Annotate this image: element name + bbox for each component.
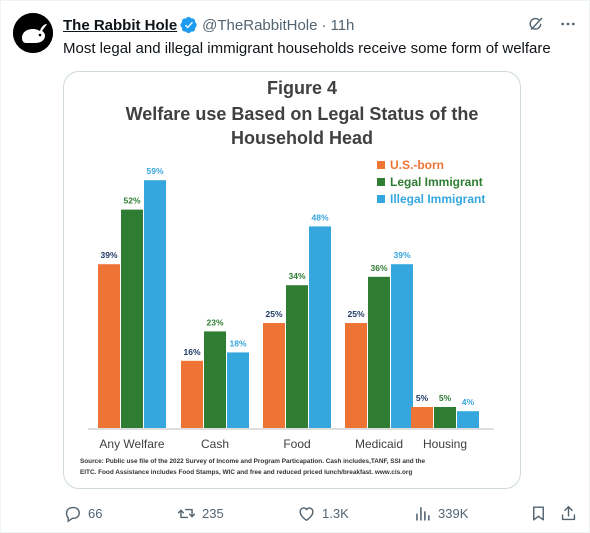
bar-value-label-0-0: 39% bbox=[100, 250, 117, 260]
views-icon bbox=[416, 506, 430, 521]
bar-value-label-4-0: 5% bbox=[416, 393, 429, 403]
separator: · bbox=[321, 16, 327, 34]
bar-0-0 bbox=[98, 264, 120, 428]
bar-value-label-3-1: 36% bbox=[370, 263, 387, 273]
more-icon[interactable] bbox=[559, 15, 577, 33]
tweet-text: Most legal and illegal immigrant househo… bbox=[63, 40, 551, 57]
x-tick-label-2: Food bbox=[283, 437, 310, 451]
bar-4-0 bbox=[411, 407, 433, 428]
timestamp[interactable]: 11h bbox=[330, 16, 355, 34]
chart-legend: U.S.-born Legal Immigrant Illegal Immigran… bbox=[377, 158, 485, 206]
bar-value-label-2-2: 48% bbox=[311, 212, 328, 222]
bar-4-2 bbox=[457, 411, 479, 428]
x-tick-label-4: Housing bbox=[423, 437, 467, 451]
bar-value-label-1-1: 23% bbox=[206, 317, 223, 327]
bookmark-button[interactable] bbox=[529, 501, 548, 525]
chart-source-line-1: Source: Public use file of the 2022 Surv… bbox=[80, 458, 426, 465]
display-name[interactable]: The Rabbit Hole bbox=[63, 16, 178, 34]
reply-count: 66 bbox=[88, 505, 103, 521]
chart-subtitle-line-2: Household Head bbox=[231, 128, 373, 148]
grok-icon[interactable] bbox=[527, 15, 545, 33]
bar-0-2 bbox=[144, 180, 166, 428]
x-tick-label-0: Any Welfare bbox=[99, 437, 164, 451]
bar-2-2 bbox=[309, 226, 331, 428]
legend-swatch-1 bbox=[377, 178, 385, 186]
like-icon bbox=[299, 506, 314, 521]
legend-swatch-0 bbox=[377, 161, 385, 169]
handle[interactable]: @TheRabbitHole bbox=[202, 16, 318, 34]
chart-bars: 39% 52% 59% 16% 23% 18% 25% 34% 48% 25% 36% 39% 5% 5%… bbox=[98, 166, 479, 428]
views-count: 339K bbox=[438, 505, 469, 521]
bar-value-label-0-1: 52% bbox=[123, 196, 140, 206]
bar-value-label-3-0: 25% bbox=[347, 309, 364, 319]
share-icon bbox=[561, 505, 576, 520]
bar-1-0 bbox=[181, 360, 203, 428]
bar-1-2 bbox=[227, 352, 249, 428]
legend-label-2: Illegal Immigrant bbox=[390, 192, 485, 206]
bar-4-1 bbox=[434, 407, 456, 428]
chart-title: Figure 4 bbox=[267, 78, 337, 98]
bar-value-label-0-2: 59% bbox=[146, 166, 163, 176]
bar-value-label-2-1: 34% bbox=[288, 271, 305, 281]
welfare-chart: Figure 4 Welfare use Based on Legal Stat… bbox=[80, 78, 494, 476]
bar-value-label-1-2: 18% bbox=[229, 338, 246, 348]
share-button[interactable] bbox=[559, 501, 578, 525]
rabbit-logo-icon bbox=[13, 13, 53, 53]
like-count: 1.3K bbox=[322, 505, 349, 521]
bookmark-icon bbox=[533, 505, 544, 521]
x-axis-labels: Any Welfare Cash Food Medicaid Housing bbox=[99, 437, 467, 451]
legend-label-0: U.S.-born bbox=[390, 158, 444, 172]
retweet-icon bbox=[177, 508, 196, 518]
avatar[interactable] bbox=[13, 13, 53, 53]
bar-2-0 bbox=[263, 323, 285, 428]
bar-1-1 bbox=[204, 331, 226, 428]
views-button[interactable]: 339K bbox=[413, 501, 468, 525]
bar-value-label-1-0: 16% bbox=[183, 347, 200, 357]
x-tick-label-1: Cash bbox=[201, 437, 229, 451]
bar-value-label-3-2: 39% bbox=[393, 250, 410, 260]
bar-value-label-4-2: 4% bbox=[462, 397, 475, 407]
bar-3-0 bbox=[345, 323, 367, 428]
bar-0-1 bbox=[121, 209, 143, 428]
reply-icon bbox=[65, 506, 80, 523]
tweet-actions: 66 235 1.3K 339K bbox=[63, 501, 579, 525]
bar-3-1 bbox=[368, 276, 390, 428]
retweet-count: 235 bbox=[202, 505, 224, 521]
bar-2-1 bbox=[286, 285, 308, 428]
x-tick-label-3: Medicaid bbox=[355, 437, 403, 451]
like-button[interactable]: 1.3K bbox=[297, 501, 349, 525]
bar-3-2 bbox=[391, 264, 413, 428]
tweet-media-chart[interactable]: Figure 4 Welfare use Based on Legal Stat… bbox=[63, 71, 521, 489]
top-actions bbox=[527, 15, 577, 33]
chart-subtitle-line-1: Welfare use Based on Legal Status of the bbox=[126, 104, 479, 124]
legend-swatch-2 bbox=[377, 195, 385, 203]
bar-value-label-2-0: 25% bbox=[265, 309, 282, 319]
verified-badge-icon[interactable] bbox=[180, 16, 198, 34]
tweet-header: The Rabbit Hole @TheRabbitHole · 11h bbox=[63, 15, 354, 35]
bar-value-label-4-1: 5% bbox=[439, 393, 452, 403]
legend-label-1: Legal Immigrant bbox=[390, 175, 483, 189]
retweet-button[interactable]: 235 bbox=[177, 501, 224, 525]
chart-source-line-2: EITC. Food Assistance includes Food Stam… bbox=[80, 469, 412, 476]
reply-button[interactable]: 66 bbox=[63, 501, 102, 525]
